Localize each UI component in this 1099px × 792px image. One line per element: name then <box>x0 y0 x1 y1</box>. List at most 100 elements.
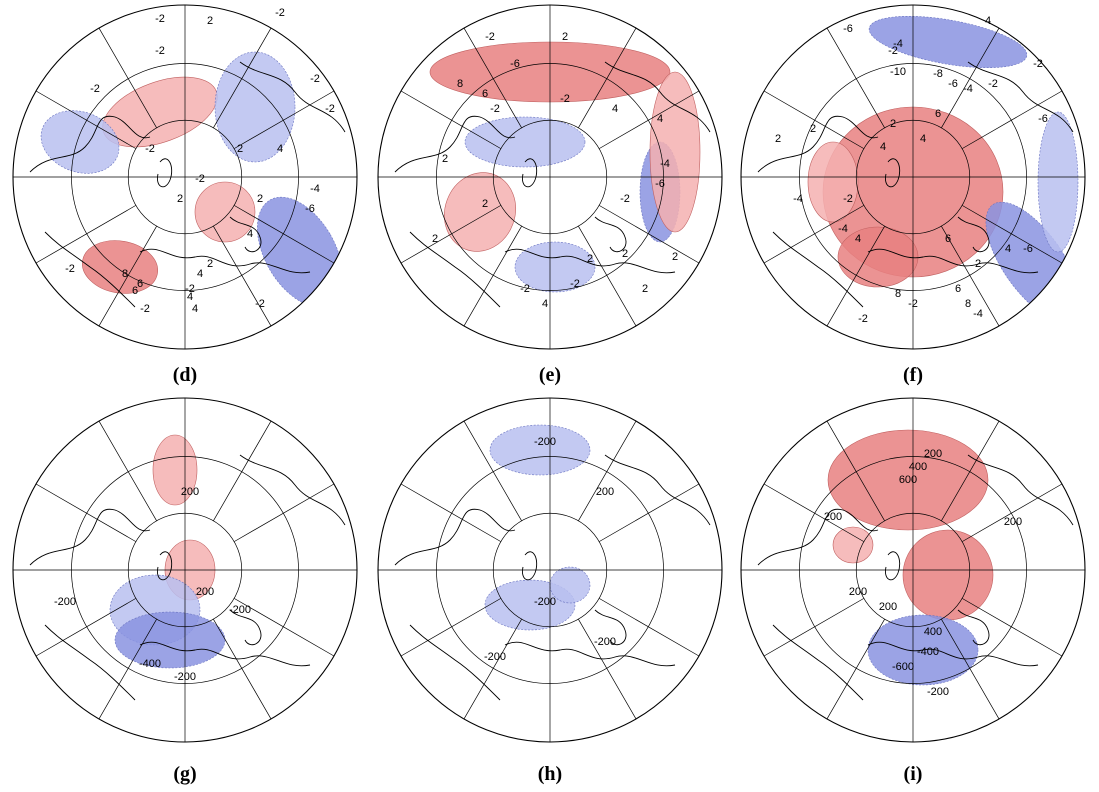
panel-f: 4 -6 -2 -4 -10 -8 -6 -4 -2 2 4 6 2 -4 -2 -6 2 -4 4 6 8 -2 -6 -4… <box>733 2 1093 398</box>
contour-label: -2 <box>195 173 205 185</box>
contour-label: 2 <box>177 193 183 205</box>
meridian-line <box>35 205 137 264</box>
meridian-line <box>400 483 502 542</box>
contour-label: -200 <box>174 671 196 683</box>
contour-label: -2 <box>275 7 285 19</box>
coastline <box>157 551 173 581</box>
panel-label-e: (e) <box>538 364 562 386</box>
meridian-line <box>826 27 885 129</box>
contour-label: -200 <box>229 604 251 616</box>
contour-label: -2 <box>490 103 500 115</box>
contour-label: -2 <box>570 278 580 290</box>
map-content <box>741 5 1085 349</box>
polar-map-e: -2 2-686-2-224-44-62-22-2 22-242 2 <box>377 4 723 350</box>
coastline <box>604 454 711 526</box>
meridian-line <box>961 483 1063 542</box>
contour-label: -4 <box>973 308 983 320</box>
contour-label: -4 <box>838 223 848 235</box>
coastline <box>594 609 627 646</box>
coastline <box>394 508 516 566</box>
contour-label: 200 <box>879 601 897 613</box>
map-border <box>740 4 1086 350</box>
contour-label: -200 <box>484 651 506 663</box>
negative-anomaly-region <box>114 611 226 669</box>
positive-anomaly-region <box>152 434 198 506</box>
contour-label: -2 <box>185 283 195 295</box>
contour-label: 4 <box>920 133 926 145</box>
contour-label: -2 <box>888 45 898 57</box>
contour-label: 8 <box>965 298 971 310</box>
contour-label: 600 <box>899 474 917 486</box>
contour-label: 8 <box>895 288 901 300</box>
contour-label: 4 <box>985 15 991 27</box>
meridian-line <box>941 618 1000 720</box>
panel-g: 200 200 -200 -200 -400 -200 (g) <box>5 395 365 791</box>
contour-label: -6 <box>843 23 853 35</box>
contour-label: -4 <box>310 183 320 195</box>
positive-anomaly-region <box>832 526 874 564</box>
coastline <box>957 216 990 253</box>
coastline <box>504 641 676 667</box>
contour-label: 6 <box>482 88 488 100</box>
meridian-line <box>763 205 865 264</box>
contour-label: 200 <box>849 586 867 598</box>
meridian-line <box>400 205 502 264</box>
contour-label: 400 <box>909 461 927 473</box>
contour-label: -4 <box>660 158 670 170</box>
contour-label: 2 <box>810 123 816 135</box>
positive-anomaly-region <box>194 181 256 243</box>
panel-h: -200 200 -200 -200 -200 (h) <box>370 395 730 791</box>
negative-anomaly-region <box>549 566 591 604</box>
coastline <box>504 248 676 274</box>
contour-label: -2 <box>858 313 868 325</box>
meridian-line <box>941 420 1000 522</box>
meridian-line <box>400 598 502 657</box>
coastline <box>139 248 311 274</box>
coastline <box>44 231 136 308</box>
meridian-line <box>213 420 272 522</box>
contour-label: -2 <box>255 298 265 310</box>
meridian-line <box>826 420 885 522</box>
contour-label: -6 <box>1038 113 1048 125</box>
map-border <box>12 4 358 350</box>
coastline <box>772 231 864 308</box>
meridian-line <box>578 27 637 129</box>
coastline <box>409 231 501 308</box>
meridian-line <box>463 618 522 720</box>
coastline <box>885 551 901 581</box>
meridian-line <box>961 90 1063 149</box>
contour-label: 400 <box>924 626 942 638</box>
contour-label: 2 <box>482 198 488 210</box>
meridian-line <box>35 483 137 542</box>
contour-label: -600 <box>892 661 914 673</box>
meridian-line <box>578 225 637 327</box>
contour-label: -6 <box>655 178 665 190</box>
meridian-line <box>826 618 885 720</box>
contour-label: 6 <box>955 283 961 295</box>
contour-label: -200 <box>534 436 556 448</box>
contour-label: -8 <box>933 68 943 80</box>
contour-label: 2 <box>442 153 448 165</box>
meridian-line <box>763 483 865 542</box>
panel-label-h: (h) <box>537 763 563 785</box>
meridian-line <box>961 598 1063 657</box>
contour-label: 2 <box>562 31 568 43</box>
contour-label: -400 <box>139 658 161 670</box>
coastline <box>239 454 346 526</box>
positive-anomaly-region <box>444 172 516 252</box>
contour-label: 200 <box>196 586 214 598</box>
map-content <box>741 398 1085 742</box>
positive-anomaly-region <box>807 141 859 223</box>
panel-d: 2 -2 -2 -2 -2 -2 -2 2 2 4 4 -2 -4 -6 -2 2 4 6 8 6 4 -2 4 -2 -2 -2… <box>5 2 365 398</box>
coastline <box>229 609 262 646</box>
map-content <box>13 398 357 742</box>
meridian-line <box>763 598 865 657</box>
negative-anomaly-region <box>489 424 591 476</box>
meridian-line <box>598 598 700 657</box>
meridian-line <box>763 90 865 149</box>
meridian-line <box>98 618 157 720</box>
panel-e: -2 2 -6 8 6 -2 -2 2 4 -4 4 -6 2 -2 2 -2 2 2 -2 4 2 2 (e) <box>370 2 730 398</box>
